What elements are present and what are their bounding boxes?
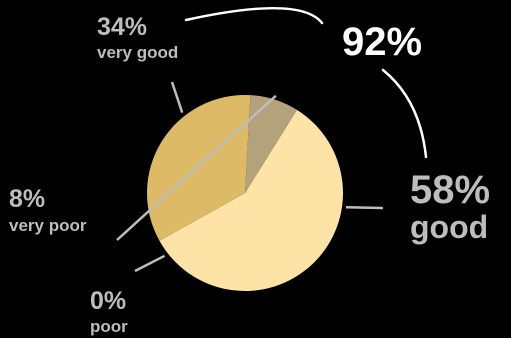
poor-value-label: 0% <box>90 287 126 315</box>
very-poor-name-label: very poor <box>9 216 87 235</box>
good-name-label: good <box>410 209 488 245</box>
pie-slice-very-good <box>146 94 251 241</box>
good-value-label: 58% <box>410 168 490 212</box>
very-poor-value-label: 8% <box>9 185 45 213</box>
very-good-name-label: very good <box>97 43 178 62</box>
pie-slice-good <box>159 109 343 291</box>
very-good-value-label: 34% <box>97 13 147 41</box>
leader-line-poor <box>134 254 166 273</box>
combined-annotation-arc <box>184 6 428 159</box>
leader-line-very-good <box>170 81 184 114</box>
leader-lines <box>116 81 384 273</box>
leader-line-very-poor <box>116 94 277 241</box>
combined-annotation-value: 92% <box>342 20 422 64</box>
poor-name-label: poor <box>90 317 128 336</box>
pie-slices <box>146 94 343 291</box>
leader-line-good <box>345 205 384 210</box>
pie-slice-very-poor <box>245 95 297 193</box>
